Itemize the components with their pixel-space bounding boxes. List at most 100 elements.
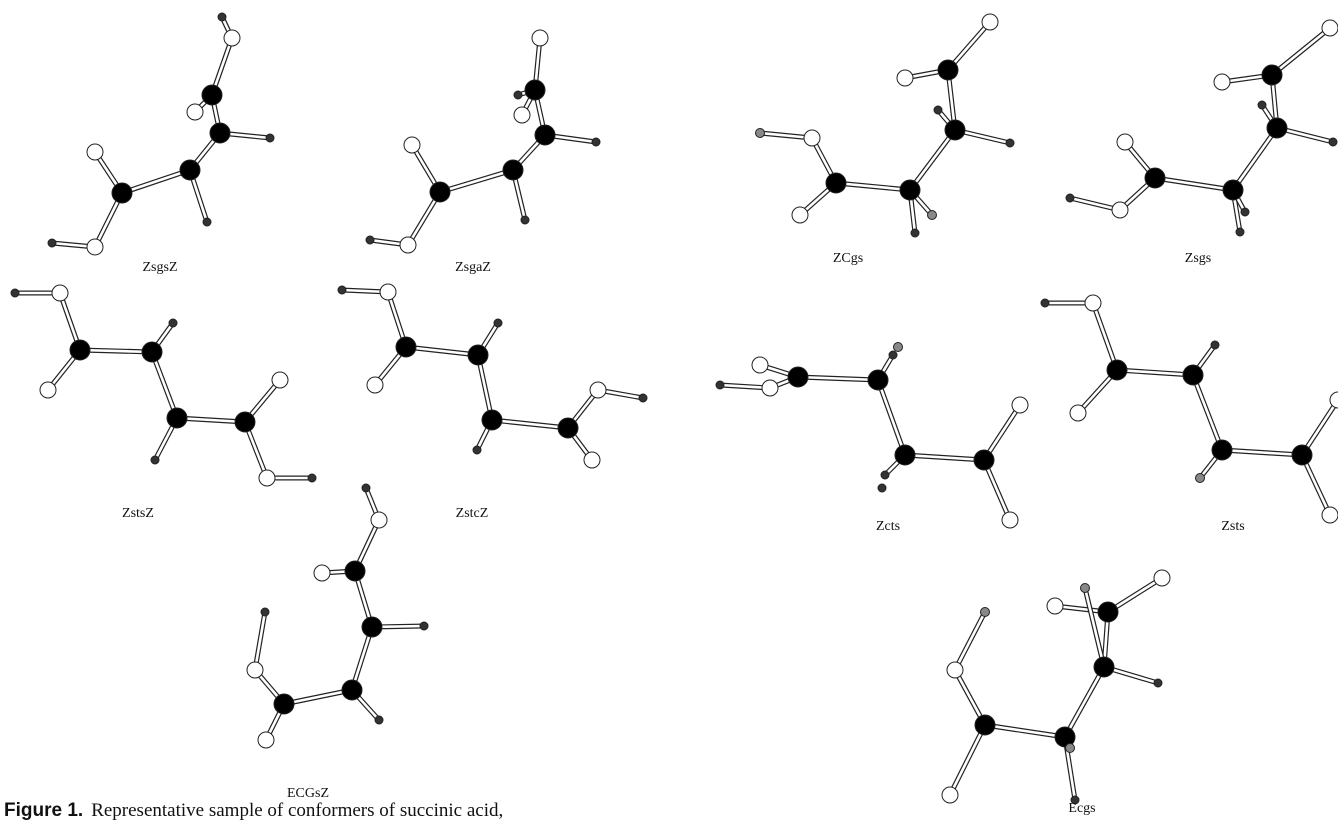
bond-core: [1093, 303, 1117, 370]
atom: [889, 351, 897, 359]
atom: [362, 484, 370, 492]
atom: [897, 70, 913, 86]
atom: [535, 125, 555, 145]
conformer-label: Ecgs: [1068, 801, 1095, 816]
atom: [947, 662, 963, 678]
atom: [1329, 138, 1337, 146]
atom: [1085, 295, 1101, 311]
atom: [974, 450, 994, 470]
atom: [180, 160, 200, 180]
bond-core: [152, 352, 177, 418]
atom: [900, 180, 920, 200]
atom: [258, 732, 274, 748]
atom: [1006, 139, 1014, 147]
atom: [982, 14, 998, 30]
bond-core: [406, 347, 478, 355]
atom: [308, 474, 316, 482]
atom: [87, 144, 103, 160]
atom: [380, 284, 396, 300]
atom: [259, 470, 275, 486]
atom: [928, 211, 937, 220]
conformer-label: Zsgs: [1185, 251, 1211, 266]
bond-core: [1193, 375, 1222, 450]
atom: [404, 137, 420, 153]
atom: [202, 85, 222, 105]
atom: [1292, 445, 1312, 465]
atom: [1066, 744, 1075, 753]
atom: [342, 680, 362, 700]
atom: [396, 337, 416, 357]
atom: [1241, 208, 1249, 216]
atom: [1183, 365, 1203, 385]
atom: [756, 129, 765, 138]
bond-core: [955, 612, 985, 670]
atom: [788, 367, 808, 387]
atom: [247, 662, 263, 678]
atom: [945, 120, 965, 140]
atom: [878, 484, 886, 492]
atom: [142, 342, 162, 362]
atom: [942, 787, 958, 803]
atom: [371, 512, 387, 528]
atom: [362, 617, 382, 637]
bond-core: [878, 380, 905, 455]
atom: [400, 237, 416, 253]
atom: [525, 80, 545, 100]
atom: [1322, 507, 1338, 523]
atom: [375, 716, 383, 724]
atom: [558, 418, 578, 438]
atom: [938, 60, 958, 80]
atom: [514, 107, 530, 123]
atom: [521, 216, 529, 224]
caption-text: Representative sample of conformers of s…: [91, 800, 503, 821]
atom: [224, 30, 240, 46]
atom: [584, 452, 600, 468]
atom: [87, 239, 103, 255]
atom: [482, 410, 502, 430]
bond-core: [1272, 28, 1330, 75]
atom: [894, 343, 903, 352]
atom: [895, 445, 915, 465]
atom: [52, 285, 68, 301]
atom: [975, 715, 995, 735]
atom: [1214, 74, 1230, 90]
atom: [762, 380, 778, 396]
conformer-label: ZstcZ: [456, 506, 489, 521]
atom: [639, 394, 647, 402]
atom: [1066, 194, 1074, 202]
bond-core: [440, 170, 513, 192]
atom: [1145, 168, 1165, 188]
atom: [1107, 360, 1127, 380]
atom: [1098, 602, 1118, 622]
atom: [590, 382, 606, 398]
conformer-label: ZCgs: [833, 251, 863, 266]
atom: [70, 340, 90, 360]
atom: [1047, 598, 1063, 614]
atom: [514, 91, 522, 99]
atom: [1267, 118, 1287, 138]
atom: [169, 319, 177, 327]
atom: [1002, 512, 1018, 528]
conformer-label: Zsts: [1221, 519, 1244, 534]
figure: ZsgsZZsgaZZstsZZstcZECGsZZCgsZsgsZctsZst…: [0, 0, 1338, 832]
atom: [1154, 679, 1162, 687]
conformer-label: ECGsZ: [287, 786, 329, 801]
atom: [1211, 341, 1219, 349]
atom: [752, 357, 768, 373]
atom: [1041, 299, 1049, 307]
atom: [881, 471, 889, 479]
atom: [1112, 202, 1128, 218]
atom: [826, 173, 846, 193]
conformer-label: ZstsZ: [122, 506, 154, 521]
atom: [48, 239, 56, 247]
atom: [338, 286, 346, 294]
atom: [1154, 570, 1170, 586]
atom: [210, 123, 230, 143]
bond-core: [1155, 178, 1233, 190]
atom: [1223, 180, 1243, 200]
atom: [494, 319, 502, 327]
bond-core: [1085, 588, 1104, 667]
bond-core: [910, 130, 955, 190]
bond-core: [492, 420, 568, 428]
bond-core: [255, 612, 265, 670]
